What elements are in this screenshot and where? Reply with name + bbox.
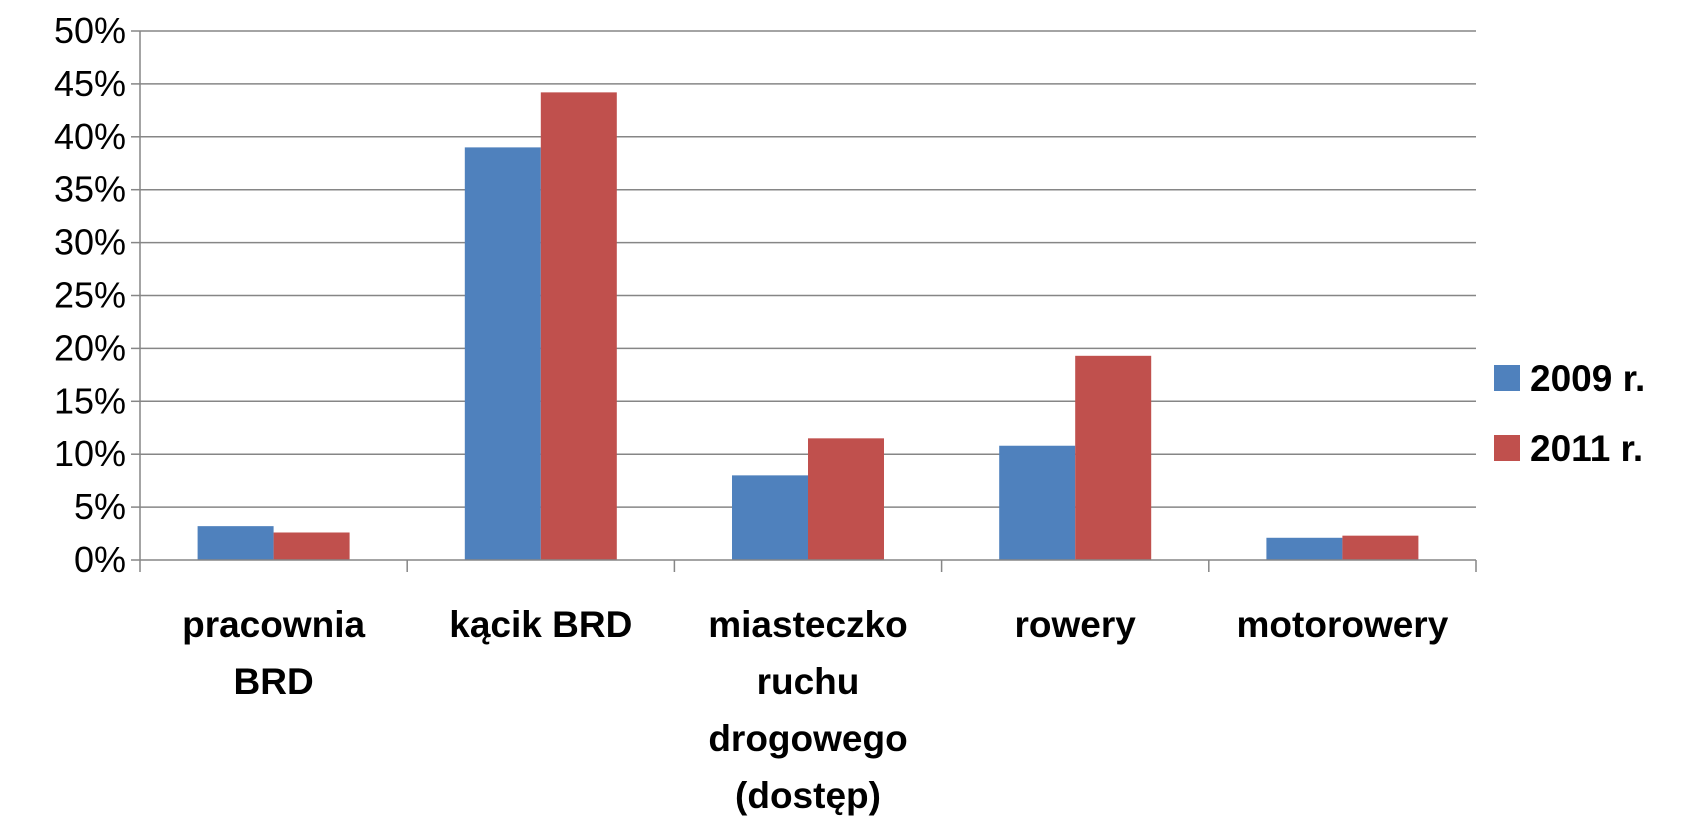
bar-series-1 bbox=[197, 526, 274, 560]
category-label-line: drogowego bbox=[708, 718, 907, 759]
bar-series-1 bbox=[1266, 537, 1343, 560]
legend-swatch bbox=[1494, 365, 1520, 391]
category-label-line: (dostęp) bbox=[735, 775, 881, 816]
y-axis-tick-label: 30% bbox=[54, 222, 126, 263]
category-label-line: rowery bbox=[1015, 604, 1137, 645]
x-axis-category-labels: pracownia BRD kącik BRD miasteczko ruchu drog… bbox=[182, 604, 1449, 816]
bar-series-2 bbox=[273, 532, 350, 560]
category-label-line: motorowery bbox=[1237, 604, 1449, 645]
x-axis-category-label: miasteczko ruchu drogowego (dostęp) bbox=[708, 604, 908, 816]
y-axis-tick-label: 25% bbox=[54, 275, 126, 316]
y-axis-tick-label: 35% bbox=[54, 169, 126, 210]
legend-label: 2009 r. bbox=[1530, 358, 1645, 399]
bar-series-1 bbox=[732, 475, 808, 560]
category-label-line: BRD bbox=[234, 661, 314, 702]
bar-series-2 bbox=[540, 92, 617, 560]
x-axis-category-label: motorowery bbox=[1237, 604, 1449, 645]
category-label-line: miasteczko bbox=[708, 604, 908, 645]
legend: 2009 r. 2011 r. bbox=[1494, 358, 1645, 469]
bar-series-2 bbox=[808, 438, 884, 560]
bar-series-1 bbox=[464, 147, 541, 560]
category-label-line: pracownia bbox=[182, 604, 365, 645]
x-axis-category-label: rowery bbox=[1015, 604, 1137, 645]
category-label-line: ruchu bbox=[757, 661, 860, 702]
x-axis-category-label: kącik BRD bbox=[449, 604, 632, 645]
y-axis-tick-label: 40% bbox=[54, 116, 126, 157]
y-axis-tick-label: 0% bbox=[74, 539, 126, 580]
bar-series-2 bbox=[1075, 355, 1152, 560]
y-axis-tick-label: 50% bbox=[54, 10, 126, 51]
bars bbox=[197, 92, 1419, 560]
legend-swatch bbox=[1494, 435, 1520, 461]
y-axis-tick-label: 5% bbox=[74, 486, 126, 527]
y-axis-tick-label: 45% bbox=[54, 63, 126, 104]
axes bbox=[131, 30, 1477, 572]
bar-series-2 bbox=[1342, 535, 1419, 560]
category-label-line: kącik BRD bbox=[449, 604, 632, 645]
y-axis-tick-label: 15% bbox=[54, 380, 126, 421]
legend-label: 2011 r. bbox=[1530, 428, 1643, 469]
x-axis-category-label: pracownia BRD bbox=[182, 604, 365, 702]
gridlines bbox=[140, 30, 1476, 508]
y-axis-tick-labels: 0% 5% 10% 15% 20% 25% 30% 35% 40% 45% 50% bbox=[54, 10, 126, 580]
bar-series-1 bbox=[999, 445, 1076, 560]
y-axis-tick-label: 10% bbox=[54, 433, 126, 474]
y-axis-tick-label: 20% bbox=[54, 327, 126, 368]
